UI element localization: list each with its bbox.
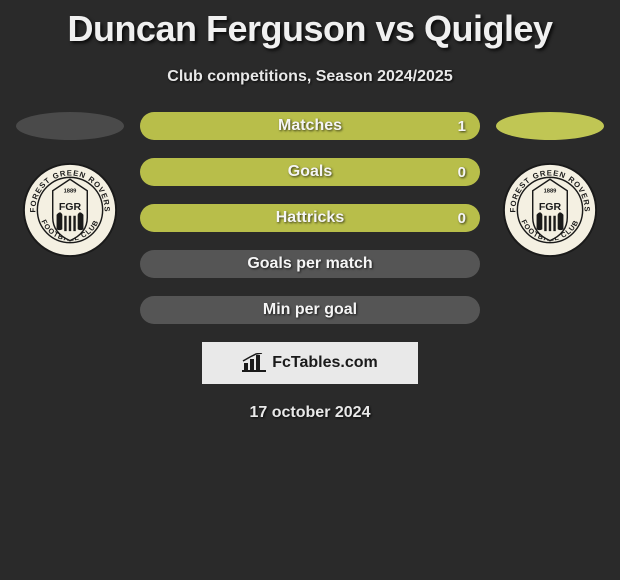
stat-label: Min per goal [140,301,480,319]
stat-value: 0 [458,164,466,181]
subtitle: Club competitions, Season 2024/2025 [0,68,620,86]
right-ellipse [496,112,604,140]
stat-bar: Goals0 [140,158,480,186]
left-club-crest: FOREST GREEN ROVERS FOOTBALL CLUB 1889 F… [22,162,118,258]
stats-column: Matches1Goals0Hattricks0Goals per matchM… [140,112,480,324]
crest-icon: FOREST GREEN ROVERS FOOTBALL CLUB 1889 F… [502,162,598,258]
stat-label: Matches [140,117,480,135]
left-player-col: FOREST GREEN ROVERS FOOTBALL CLUB 1889 F… [10,112,130,258]
stat-bar: Hattricks0 [140,204,480,232]
footer-brand-text: FcTables.com [272,354,378,372]
footer-brand-box: FcTables.com [202,342,418,384]
right-player-col: FOREST GREEN ROVERS FOOTBALL CLUB 1889 F… [490,112,610,258]
crest-icon: FOREST GREEN ROVERS FOOTBALL CLUB 1889 F… [22,162,118,258]
stat-label: Goals per match [140,255,480,273]
stat-bar: Goals per match [140,250,480,278]
page-title: Duncan Ferguson vs Quigley [0,8,620,50]
right-club-crest: FOREST GREEN ROVERS FOOTBALL CLUB 1889 F… [502,162,598,258]
stat-value: 0 [458,210,466,227]
left-ellipse [16,112,124,140]
svg-text:1889: 1889 [64,189,77,195]
svg-text:FGR: FGR [539,201,562,213]
stat-label: Goals [140,163,480,181]
stat-value: 1 [458,118,466,135]
svg-text:1889: 1889 [544,189,557,195]
stat-bar: Min per goal [140,296,480,324]
svg-text:FGR: FGR [59,201,82,213]
comparison-row: FOREST GREEN ROVERS FOOTBALL CLUB 1889 F… [0,112,620,324]
stat-label: Hattricks [140,209,480,227]
infographic-container: Duncan Ferguson vs Quigley Club competit… [0,0,620,422]
stat-bar: Matches1 [140,112,480,140]
date-text: 17 october 2024 [0,404,620,422]
chart-icon [242,353,266,373]
